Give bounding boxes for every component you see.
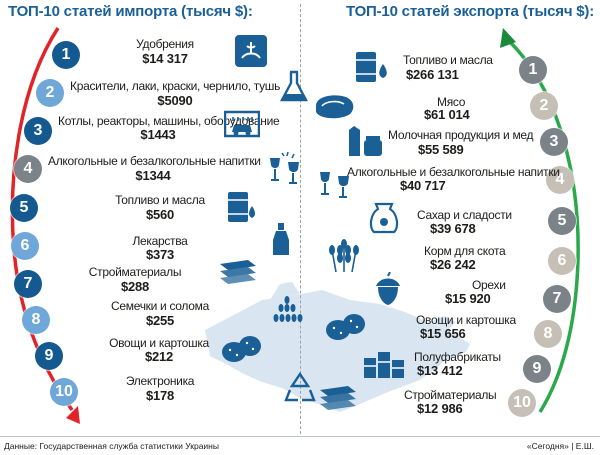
export-item-value: $61 014	[424, 107, 470, 122]
export-rank-badge: 3	[540, 128, 568, 156]
acorn-icon	[376, 272, 400, 305]
fuel-barrel-icon	[228, 192, 255, 222]
export-item-name: Молочная продукция и мед	[388, 128, 534, 142]
seeds-icon	[273, 296, 303, 322]
wheat-icon	[329, 239, 359, 273]
import-rank-badge: 2	[36, 79, 64, 107]
import-item-value: $5090	[157, 93, 193, 108]
export-item-name: Топливо и масла	[403, 53, 493, 67]
building-panels-icon	[220, 260, 256, 284]
import-item-value: $255	[145, 313, 175, 328]
import-item-name: Алкогольные и безалкогольные напитки	[48, 154, 261, 168]
fertilizer-icon	[235, 35, 267, 67]
import-rank-badge: 7	[14, 270, 42, 298]
export-item-value: $55 589	[418, 142, 464, 157]
import-item-name: Лекарства	[132, 234, 188, 248]
import-item-value: $373	[145, 247, 175, 262]
export-item-value: $26 242	[430, 257, 476, 272]
export-item-value: $13 412	[417, 363, 463, 378]
import-item-value: $14 317	[142, 51, 188, 66]
export-item-name: Овощи и картошка	[416, 313, 516, 327]
center-divider	[300, 4, 301, 434]
car-wash-icon	[224, 110, 260, 138]
export-item-name: Стройматериалы	[404, 388, 497, 402]
import-item-name: Красители, лаки, краски, чернило, тушь	[70, 79, 281, 93]
export-arrow-head	[500, 28, 516, 48]
building-panels-icon	[320, 386, 356, 410]
wine-glasses-icon	[270, 151, 299, 184]
import-item-value: $1443	[140, 127, 176, 142]
fuel-barrel-icon	[356, 52, 387, 82]
export-item-value: $40 717	[400, 178, 446, 193]
import-arrow-head	[66, 406, 80, 424]
flask-icon	[280, 70, 308, 102]
export-item-name: Алкогольные и безалкогольные напитки	[347, 165, 560, 179]
import-rank-badge: 3	[24, 117, 52, 145]
import-rank-badge: 8	[22, 306, 50, 334]
export-title: ТОП-10 статей экспорта (тысяч $):	[346, 3, 595, 20]
canned-food-icon	[364, 352, 404, 378]
export-item-value: $266 131	[406, 67, 459, 82]
import-item-value: $178	[145, 388, 175, 403]
import-item-value: $560	[145, 207, 175, 222]
import-item-value: $1344	[135, 168, 171, 183]
potatoes-icon	[326, 314, 365, 340]
import-item-value: $288	[120, 279, 150, 294]
export-rank-badge: 4	[546, 166, 574, 194]
import-item-name: Электроника	[125, 374, 195, 388]
import-item-name: Стройматериалы	[88, 265, 182, 279]
export-rank-badge: 7	[543, 285, 571, 313]
export-item-name: Мясо	[437, 95, 466, 109]
dairy-honey-icon	[349, 126, 382, 156]
recycle-icon	[284, 371, 316, 402]
import-rank-badge: 10	[50, 378, 78, 406]
footer	[0, 436, 600, 455]
sugar-sack-icon	[369, 202, 399, 234]
export-item-name: Корм для скота	[424, 244, 506, 258]
import-item-name: Овощи и картошка	[109, 336, 209, 350]
import-rank-badge: 5	[10, 194, 38, 222]
import-item-name: Семечки и солома	[111, 299, 209, 313]
export-rank-badge: 2	[530, 92, 558, 120]
import-item-value: $212	[144, 349, 174, 364]
export-item-name: Сахар и сладости	[417, 208, 512, 222]
export-rank-badge: 6	[548, 247, 576, 275]
import-rank-badge: 9	[35, 342, 63, 370]
import-rank-badge: 1	[52, 41, 80, 69]
export-item-value: $39 678	[430, 221, 476, 236]
credit-note: «Сегодня» | Е.Ш.	[526, 441, 594, 451]
import-item-name: Топливо и масла	[115, 193, 205, 207]
export-item-value: $15 656	[420, 326, 466, 341]
export-rank-badge: 8	[534, 320, 562, 348]
export-rank-badge: 10	[508, 389, 536, 417]
export-item-name: Полуфабрикаты	[414, 350, 501, 364]
export-rank-badge: 9	[523, 355, 551, 383]
export-item-name: Орехи	[472, 278, 506, 292]
source-note: Данные: Государственная служба статистик…	[4, 441, 219, 451]
import-title: ТОП-10 статей импорта (тысяч $):	[8, 3, 253, 20]
wine-glasses-icon	[320, 172, 349, 198]
import-item-name: Удобрения	[136, 37, 194, 51]
export-rank-badge: 5	[548, 207, 576, 235]
import-rank-badge: 4	[14, 155, 42, 183]
potatoes-icon	[222, 336, 261, 362]
steak-icon	[316, 95, 354, 119]
export-arrow-line	[506, 38, 580, 413]
medicine-bottle-icon	[273, 223, 289, 255]
export-rank-badge: 1	[519, 56, 547, 84]
import-rank-badge: 6	[11, 232, 39, 260]
export-item-value: $15 920	[445, 291, 491, 306]
export-item-value: $12 986	[417, 401, 463, 416]
